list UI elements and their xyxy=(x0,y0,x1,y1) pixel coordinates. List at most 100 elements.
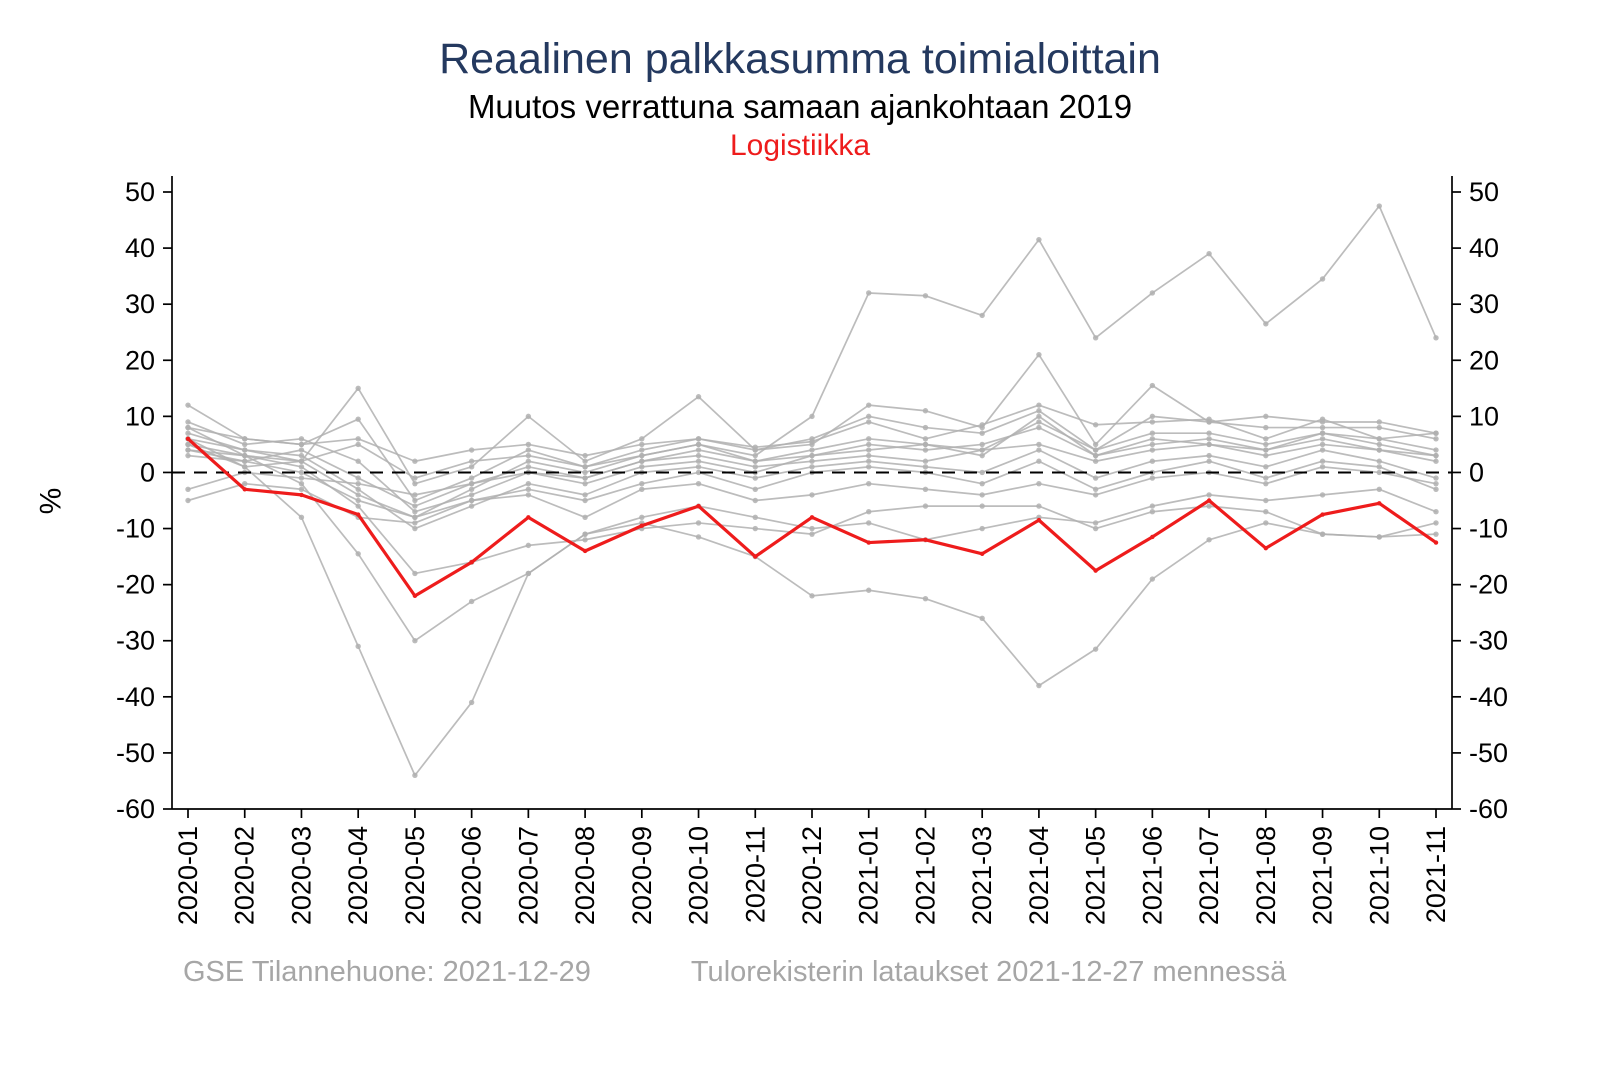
gray-series-point xyxy=(809,458,815,465)
gray-series-point xyxy=(1319,442,1326,448)
gray-series-point xyxy=(468,475,475,482)
gray-series-point xyxy=(1263,425,1269,431)
highlight-series-point xyxy=(242,487,247,492)
gray-series-point xyxy=(242,436,248,442)
gray-series-point xyxy=(1092,526,1099,532)
highlight-series-point xyxy=(866,540,871,546)
highlight-series-point xyxy=(412,593,418,599)
gray-series-point xyxy=(355,492,361,498)
gray-series-point xyxy=(412,520,418,526)
gray-series-point xyxy=(525,486,532,493)
x-tick-label: 2021-06 xyxy=(1137,826,1167,925)
gray-series-point xyxy=(1206,492,1212,498)
gray-series-point xyxy=(866,464,872,470)
gray-series-point xyxy=(1319,464,1326,470)
gray-series-point xyxy=(1206,251,1212,257)
gray-series-point xyxy=(866,436,872,442)
gray-series-point xyxy=(1376,486,1382,493)
gray-series-point xyxy=(582,498,588,504)
gray-series-point xyxy=(695,481,702,487)
gray-series-point xyxy=(1319,430,1326,437)
gray-series-point xyxy=(242,442,248,448)
gray-series-point xyxy=(866,509,872,515)
gray-series-point xyxy=(468,447,475,454)
y-tick-label-right: -30 xyxy=(1469,626,1508,656)
y-tick-label-right: -20 xyxy=(1469,570,1508,600)
gray-series-point xyxy=(1149,383,1156,389)
y-tick-label-left: 40 xyxy=(125,233,155,263)
y-tick-label-right: -10 xyxy=(1469,514,1508,544)
gray-series-point xyxy=(355,551,361,557)
gray-series-point xyxy=(1149,503,1156,510)
gray-series-point xyxy=(582,458,588,465)
highlight-series-point xyxy=(809,515,815,520)
highlight-series-point xyxy=(185,436,191,442)
gray-series-point xyxy=(1036,402,1042,409)
gray-series-point xyxy=(242,481,248,487)
gray-series-point xyxy=(525,447,532,454)
gray-series-point xyxy=(412,503,418,510)
y-tick-label-left: -10 xyxy=(116,514,155,544)
gray-series-point xyxy=(298,458,305,465)
y-tick-label-left: 10 xyxy=(125,402,155,432)
gray-series-point xyxy=(582,475,588,482)
gray-series-point xyxy=(468,700,475,706)
highlight-series-point xyxy=(696,504,701,509)
gray-series-point xyxy=(1263,464,1269,470)
gray-series-point xyxy=(1319,436,1326,442)
y-tick-label-left: -60 xyxy=(116,794,155,824)
gray-series-point xyxy=(412,458,418,465)
gray-series-point xyxy=(412,492,418,498)
gray-series-point xyxy=(185,486,191,493)
gray-series-point xyxy=(298,447,305,454)
gray-series-point xyxy=(298,470,305,476)
gray-series-point xyxy=(1433,531,1439,538)
gray-series-point xyxy=(1376,436,1382,442)
gray-series-point xyxy=(979,492,985,498)
gray-series-point xyxy=(1376,425,1382,431)
gray-series-point xyxy=(809,492,815,498)
gray-series-point xyxy=(866,402,872,409)
gray-series-point xyxy=(1433,509,1439,515)
highlight-series-point xyxy=(582,549,588,554)
gray-series-point xyxy=(979,447,985,454)
x-tick-label: 2021-10 xyxy=(1364,826,1394,925)
gray-series-point xyxy=(355,643,361,650)
y-tick-label-left: -20 xyxy=(116,570,155,600)
chart-subtitle: Muutos verrattuna samaan ajankohtaan 201… xyxy=(467,87,1133,125)
gray-series-point xyxy=(809,436,815,442)
gray-series-point xyxy=(922,447,929,454)
y-axis-label: % xyxy=(34,488,68,515)
gray-series-point xyxy=(922,486,929,493)
gray-series-point xyxy=(979,615,985,622)
footer-source-left: GSE Tilannehuone: 2021-12-29 xyxy=(183,956,591,989)
gray-series-point xyxy=(1433,453,1439,459)
x-tick-label: 2021-01 xyxy=(854,826,884,925)
gray-series-point xyxy=(412,772,418,779)
gray-series-point xyxy=(752,475,758,482)
gray-series-point xyxy=(752,464,758,470)
gray-series-point xyxy=(412,526,418,532)
gray-series-point xyxy=(866,481,872,487)
gray-series-point xyxy=(1433,481,1439,487)
gray-series-point xyxy=(1092,335,1099,341)
gray-series-point xyxy=(866,447,872,454)
gray-series-point xyxy=(1376,470,1382,476)
gray-series-point xyxy=(1206,537,1212,543)
gray-series-point xyxy=(185,419,191,426)
gray-series-point xyxy=(1092,458,1099,465)
gray-series-point xyxy=(866,414,872,420)
gray-series-point xyxy=(695,453,702,459)
x-tick-label: 2020-08 xyxy=(570,826,600,925)
gray-series-point xyxy=(185,430,191,437)
highlight-series-point xyxy=(753,554,758,560)
gray-series-point xyxy=(1263,498,1269,504)
gray-series-point xyxy=(298,475,305,482)
highlight-series-point xyxy=(469,560,474,565)
gray-series-point xyxy=(1092,442,1099,448)
y-tick-label-right: 50 xyxy=(1469,177,1499,207)
gray-series-point xyxy=(298,514,305,521)
x-tick-label: 2020-06 xyxy=(457,826,487,925)
gray-series-point xyxy=(1433,486,1439,493)
gray-series-point xyxy=(866,458,872,465)
